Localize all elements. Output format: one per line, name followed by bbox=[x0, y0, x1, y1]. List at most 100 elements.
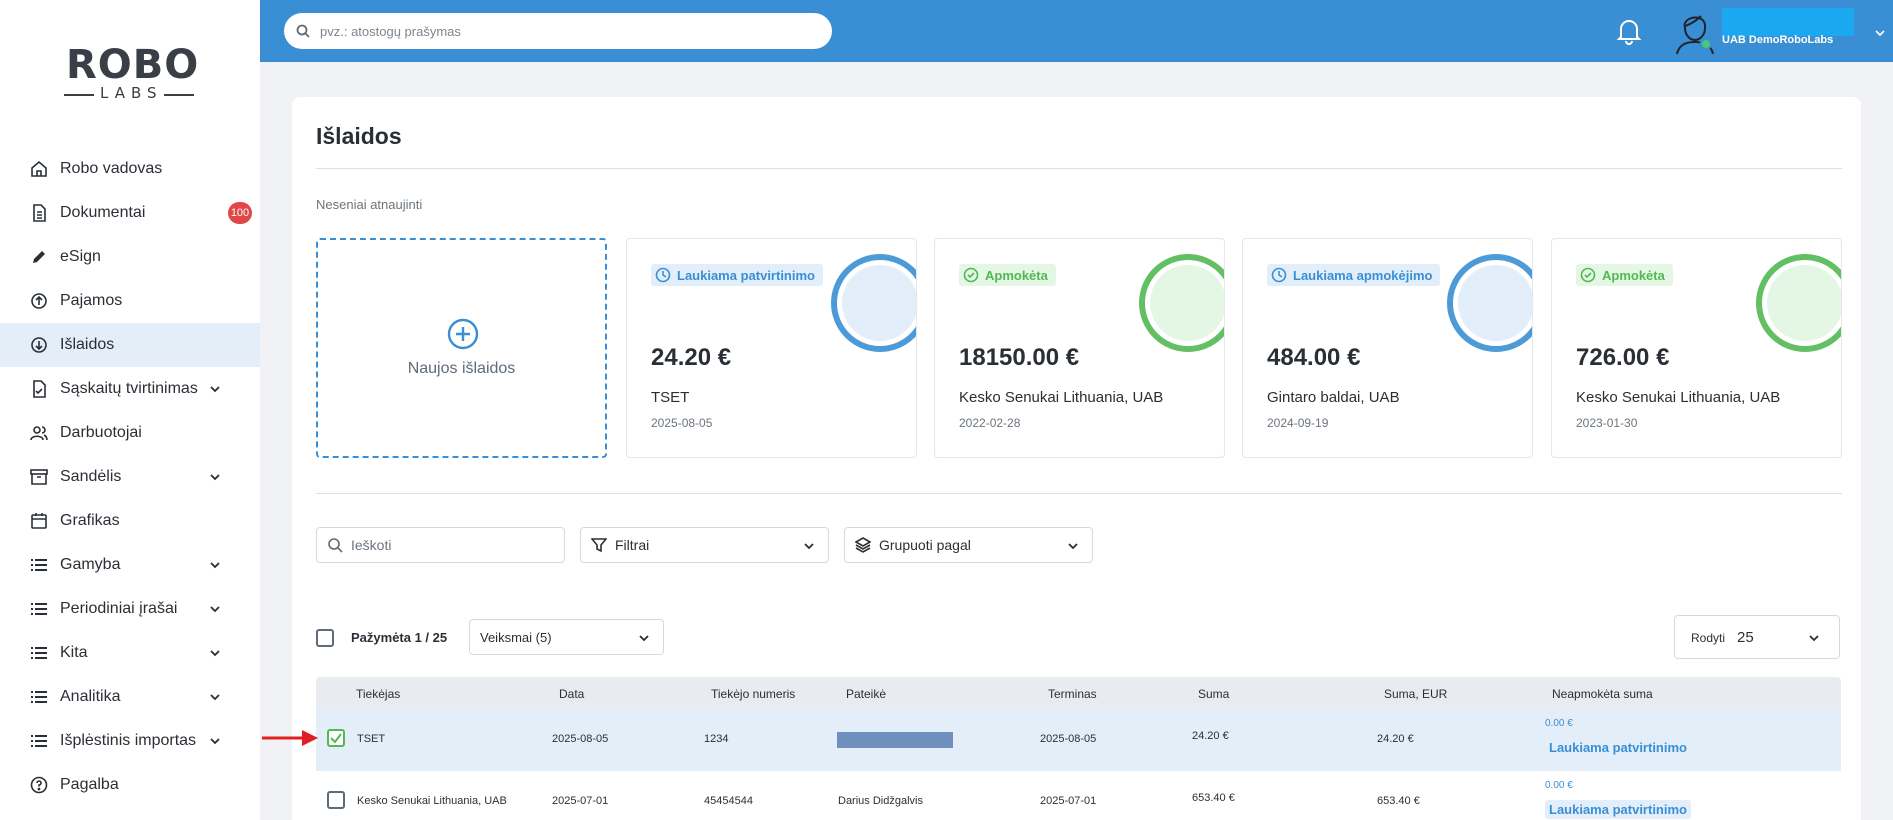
column-header-due[interactable]: Terminas bbox=[1048, 687, 1097, 701]
table-row[interactable]: Kesko Senukai Lithuania, UAB 2025-07-01 … bbox=[316, 771, 1841, 820]
sidebar-item-robo-vadovas[interactable]: Robo vadovas bbox=[0, 147, 260, 191]
cell-unpaid: 0.00 € bbox=[1545, 780, 1573, 791]
sidebar-item-sandelis[interactable]: Sandėlis bbox=[0, 455, 260, 499]
column-header-date[interactable]: Data bbox=[559, 687, 585, 701]
page-title: Išlaidos bbox=[316, 123, 402, 149]
expense-vendor: Gintaro baldai, UAB bbox=[1267, 389, 1400, 406]
select-all-checkbox[interactable] bbox=[316, 629, 334, 647]
status-badge[interactable]: Laukiama patvirtinimo bbox=[1545, 738, 1691, 757]
chevron-down-icon bbox=[804, 543, 814, 550]
document-icon bbox=[30, 204, 48, 222]
search-icon bbox=[296, 24, 310, 38]
column-header-sum[interactable]: Suma bbox=[1198, 687, 1230, 701]
filter-icon bbox=[591, 538, 607, 553]
sidebar-item-label: Dokumentai bbox=[60, 204, 146, 221]
sidebar-item-pajamos[interactable]: Pajamos bbox=[0, 279, 260, 323]
group-by-dropdown[interactable]: Grupuoti pagal bbox=[844, 527, 1093, 563]
home-icon bbox=[30, 160, 48, 178]
logo-text-bottom: LABS bbox=[100, 84, 163, 102]
chevron-down-icon[interactable] bbox=[1874, 27, 1886, 39]
clock-icon bbox=[1271, 267, 1287, 283]
recent-section-label: Neseniai atnaujinti bbox=[316, 197, 423, 212]
sidebar-item-label: Analitika bbox=[60, 688, 121, 705]
sidebar-item-label: Robo vadovas bbox=[60, 160, 163, 177]
column-header-vendor[interactable]: Tiekėjas bbox=[356, 687, 401, 701]
cell-unpaid: 0.00 € bbox=[1545, 718, 1573, 729]
expense-date: 2024-09-19 bbox=[1267, 416, 1329, 430]
table-search-input[interactable]: Ieškoti bbox=[316, 527, 565, 563]
expense-amount: 24.20 € bbox=[651, 344, 732, 371]
expense-amount: 484.00 € bbox=[1267, 344, 1361, 371]
cell-date: 2025-07-01 bbox=[552, 795, 609, 807]
chevron-down-icon bbox=[210, 606, 220, 613]
status-ring-decoration bbox=[1447, 254, 1532, 352]
sidebar-item-dokumentai[interactable]: Dokumentai 100 bbox=[0, 191, 260, 235]
cell-due: 2025-07-01 bbox=[1040, 795, 1097, 807]
check-circle-icon bbox=[1580, 267, 1596, 283]
sidebar-item-esign[interactable]: eSign bbox=[0, 235, 260, 279]
recent-expense-card[interactable]: Apmokėta 18150.00 € Kesko Senukai Lithua… bbox=[934, 238, 1225, 458]
cell-vendor-number: 1234 bbox=[704, 733, 729, 745]
rows-per-page-dropdown[interactable]: Rodyti 25 bbox=[1674, 615, 1840, 659]
expense-date: 2025-08-05 bbox=[651, 416, 713, 430]
column-header-unpaid[interactable]: Neapmokėta suma bbox=[1552, 687, 1653, 701]
clock-icon bbox=[655, 267, 671, 283]
cell-sum-eur: 653.40 € bbox=[1377, 795, 1420, 807]
column-header-vendor-number[interactable]: Tiekėjo numeris bbox=[711, 687, 796, 701]
logo-line-left bbox=[64, 94, 94, 96]
list-icon bbox=[30, 688, 48, 706]
sidebar-item-label: Gamyba bbox=[60, 556, 121, 573]
global-search-input[interactable]: pvz.: atostogų prašymas bbox=[284, 13, 832, 49]
help-icon bbox=[30, 776, 48, 794]
column-header-sum-eur[interactable]: Suma, EUR bbox=[1384, 687, 1448, 701]
sidebar-item-isplestinis-importas[interactable]: Išplėstinis importas bbox=[0, 719, 260, 763]
notifications-bell-icon[interactable] bbox=[1616, 17, 1642, 45]
row-checkbox[interactable] bbox=[327, 791, 345, 809]
chevron-down-icon bbox=[1068, 543, 1078, 550]
filters-dropdown[interactable]: Filtrai bbox=[580, 527, 829, 563]
sidebar-item-saskaitu-tvirtinimas[interactable]: Sąskaitų tvirtinimas bbox=[0, 367, 260, 411]
sidebar-item-analitika[interactable]: Analitika bbox=[0, 675, 260, 719]
cell-sum: 653.40 € bbox=[1192, 792, 1235, 804]
bulk-actions-dropdown[interactable]: Veiksmai (5) bbox=[469, 619, 664, 655]
sidebar-item-darbuotojai[interactable]: Darbuotojai bbox=[0, 411, 260, 455]
divider bbox=[316, 493, 1842, 494]
expense-vendor: Kesko Senukai Lithuania, UAB bbox=[959, 389, 1164, 406]
plus-circle-icon bbox=[447, 318, 479, 350]
sidebar: ROBO LABS Robo vadovas Dokumentai 100 eS… bbox=[0, 0, 260, 820]
status-badge: Laukiama patvirtinimo bbox=[651, 264, 823, 286]
sidebar-item-pagalba[interactable]: Pagalba bbox=[0, 763, 260, 807]
recent-expense-card[interactable]: Laukiama patvirtinimo 24.20 € TSET 2025-… bbox=[626, 238, 917, 458]
row-checkbox[interactable] bbox=[327, 729, 345, 747]
chevron-down-icon bbox=[1809, 635, 1819, 642]
cell-submitted-by: Darius Didžgalvis bbox=[838, 795, 923, 807]
sidebar-item-islaidos[interactable]: Išlaidos bbox=[0, 323, 260, 367]
search-icon bbox=[328, 538, 343, 553]
status-ring-decoration bbox=[1139, 254, 1224, 352]
status-ring-decoration bbox=[831, 254, 916, 352]
table-row[interactable]: TSET 2025-08-05 1234 2025-08-05 24.20 € … bbox=[316, 709, 1841, 771]
robolabs-logo[interactable]: ROBO LABS bbox=[64, 42, 198, 106]
status-badge-label: Laukiama patvirtinimo bbox=[677, 267, 815, 283]
sidebar-item-grafikas[interactable]: Grafikas bbox=[0, 499, 260, 543]
cell-vendor: TSET bbox=[357, 733, 386, 745]
documents-count-badge: 100 bbox=[228, 202, 252, 224]
chevron-down-icon bbox=[210, 650, 220, 657]
recent-expense-card[interactable]: Apmokėta 726.00 € Kesko Senukai Lithuani… bbox=[1551, 238, 1842, 458]
sidebar-item-kita[interactable]: Kita bbox=[0, 631, 260, 675]
expense-date: 2023-01-30 bbox=[1576, 416, 1638, 430]
recent-expense-card[interactable]: Laukiama apmokėjimo 484.00 € Gintaro bal… bbox=[1242, 238, 1533, 458]
sidebar-item-label: Išplėstinis importas bbox=[60, 732, 197, 749]
selection-count: Pažymėta 1 / 25 bbox=[351, 630, 448, 645]
new-expense-card[interactable]: Naujos išlaidos bbox=[316, 238, 607, 458]
column-header-submitted-by[interactable]: Pateikė bbox=[846, 687, 887, 701]
user-name-redacted[interactable] bbox=[1722, 8, 1854, 36]
check-circle-icon bbox=[963, 267, 979, 283]
group-by-label: Grupuoti pagal bbox=[879, 537, 971, 553]
sidebar-item-gamyba[interactable]: Gamyba bbox=[0, 543, 260, 587]
expense-amount: 726.00 € bbox=[1576, 344, 1670, 371]
status-badge[interactable]: Laukiama patvirtinimo bbox=[1545, 800, 1691, 819]
sidebar-item-periodiniai-irasai[interactable]: Periodiniai įrašai bbox=[0, 587, 260, 631]
status-badge-label: Laukiama apmokėjimo bbox=[1293, 267, 1433, 283]
expense-date: 2022-02-28 bbox=[959, 416, 1021, 430]
